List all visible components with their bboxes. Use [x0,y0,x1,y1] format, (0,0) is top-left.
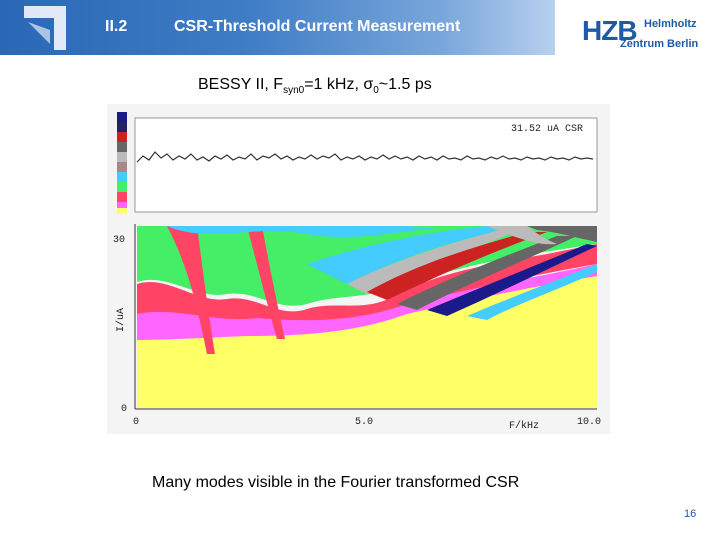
subtitle-sigma: σ [363,76,374,93]
subtitle-sub2: 0 [373,85,379,97]
color-legend [117,112,127,214]
section-number: II.2 [105,18,128,35]
current-readout: 31.52 uA CSR [511,124,583,135]
header-band: II.2 CSR-Threshold Current Measurement [0,0,555,55]
subtitle-suffix: ~1.5 ps [378,76,432,93]
y-axis-label: I/uA [115,308,127,332]
csr-spectrogram-figure: 31.52 uA CSR 30 0 I/uA 0 5.0 10.0 F/kHz [107,104,610,434]
hzb-logo: HZB Helmholtz Zentrum Berlin [582,13,702,55]
y-tick-bottom: 0 [121,404,127,415]
x-tick-0: 0 [133,417,139,428]
x-tick-2: 10.0 [577,417,601,428]
slide-caption: Many modes visible in the Fourier transf… [152,474,520,491]
hzb-corner-mark-icon [24,6,66,50]
logo-line1: Helmholtz [644,18,697,30]
x-axis-label: F/kHz [509,420,539,432]
subtitle-sub1: syn0 [283,85,305,97]
band-magenta [137,264,597,340]
slide-title: CSR-Threshold Current Measurement [174,18,461,35]
subtitle-middle: =1 kHz, [304,76,364,93]
x-tick-1: 5.0 [355,417,373,428]
spectrogram-svg: 31.52 uA CSR 30 0 I/uA 0 5.0 10.0 F/kHz [107,104,610,434]
band-cyan [167,226,447,238]
band-yellow [137,340,597,408]
page-number: 16 [684,508,697,520]
slide-subtitle: BESSY II, Fsyn0=1 kHz, σ0~1.5 ps [198,76,432,96]
y-tick-top: 30 [113,235,125,246]
logo-line2: Zentrum Berlin [620,38,699,50]
logo-main-text: HZB [582,15,638,46]
subtitle-prefix: BESSY II, F [198,76,284,93]
band-red [137,244,597,321]
csr-trace [136,151,594,163]
